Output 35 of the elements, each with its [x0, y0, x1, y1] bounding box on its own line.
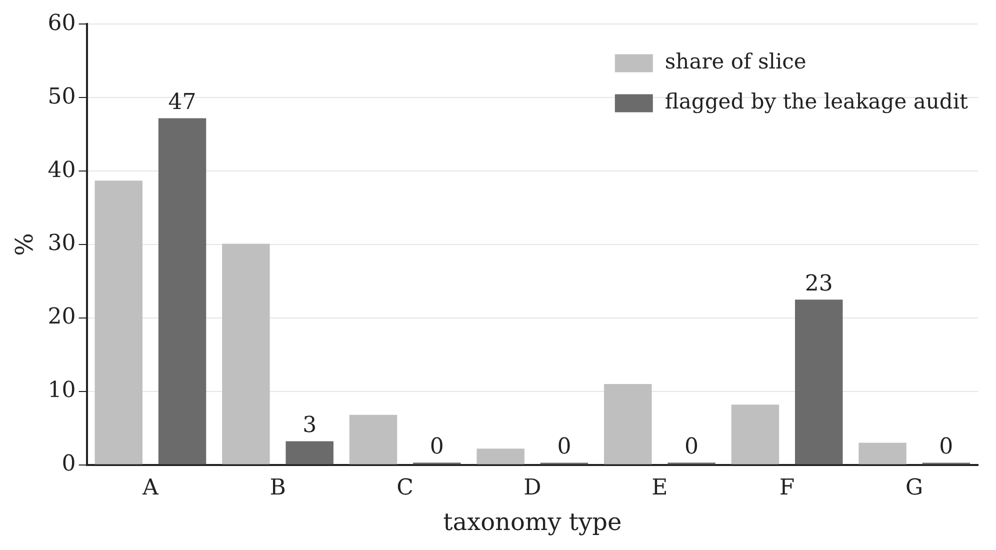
bar: [858, 442, 906, 464]
data-label: 23: [804, 271, 833, 296]
x-axis-title: taxonomy type: [443, 508, 622, 536]
data-label: 0: [939, 434, 954, 460]
data-label: 47: [168, 90, 196, 115]
bar: [349, 414, 398, 464]
data-label: 3: [302, 413, 317, 438]
legend-label: flagged by the leakage audit: [664, 90, 969, 114]
bar: [794, 300, 843, 464]
bar: [286, 441, 334, 464]
data-label: 0: [684, 434, 699, 460]
x-tick-label: G: [906, 476, 924, 501]
x-tick-label: D: [524, 476, 542, 501]
y-tick-label: 50: [48, 84, 76, 110]
y-tick-label: 20: [48, 304, 76, 330]
bar: [94, 180, 142, 464]
legend-label: share of slice: [664, 50, 806, 74]
y-tick-label: 60: [48, 10, 76, 36]
x-tick-label: A: [142, 476, 160, 501]
bar: [222, 244, 270, 464]
data-label: 0: [557, 434, 572, 460]
x-tick-label: E: [652, 476, 668, 501]
bar: [604, 384, 652, 464]
bar: [731, 404, 780, 464]
y-tick-label: 0: [62, 452, 76, 477]
bar: [476, 448, 524, 464]
x-tick-label: B: [270, 476, 286, 501]
y-axis-title: %: [10, 233, 39, 256]
x-tick-label: F: [779, 476, 795, 501]
x-tick-label: C: [396, 476, 414, 501]
y-tick-label: 10: [48, 378, 76, 404]
data-label: 0: [430, 434, 444, 460]
bar: [158, 118, 206, 464]
y-tick-label: 30: [48, 231, 76, 256]
y-tick-label: 40: [48, 158, 76, 183]
